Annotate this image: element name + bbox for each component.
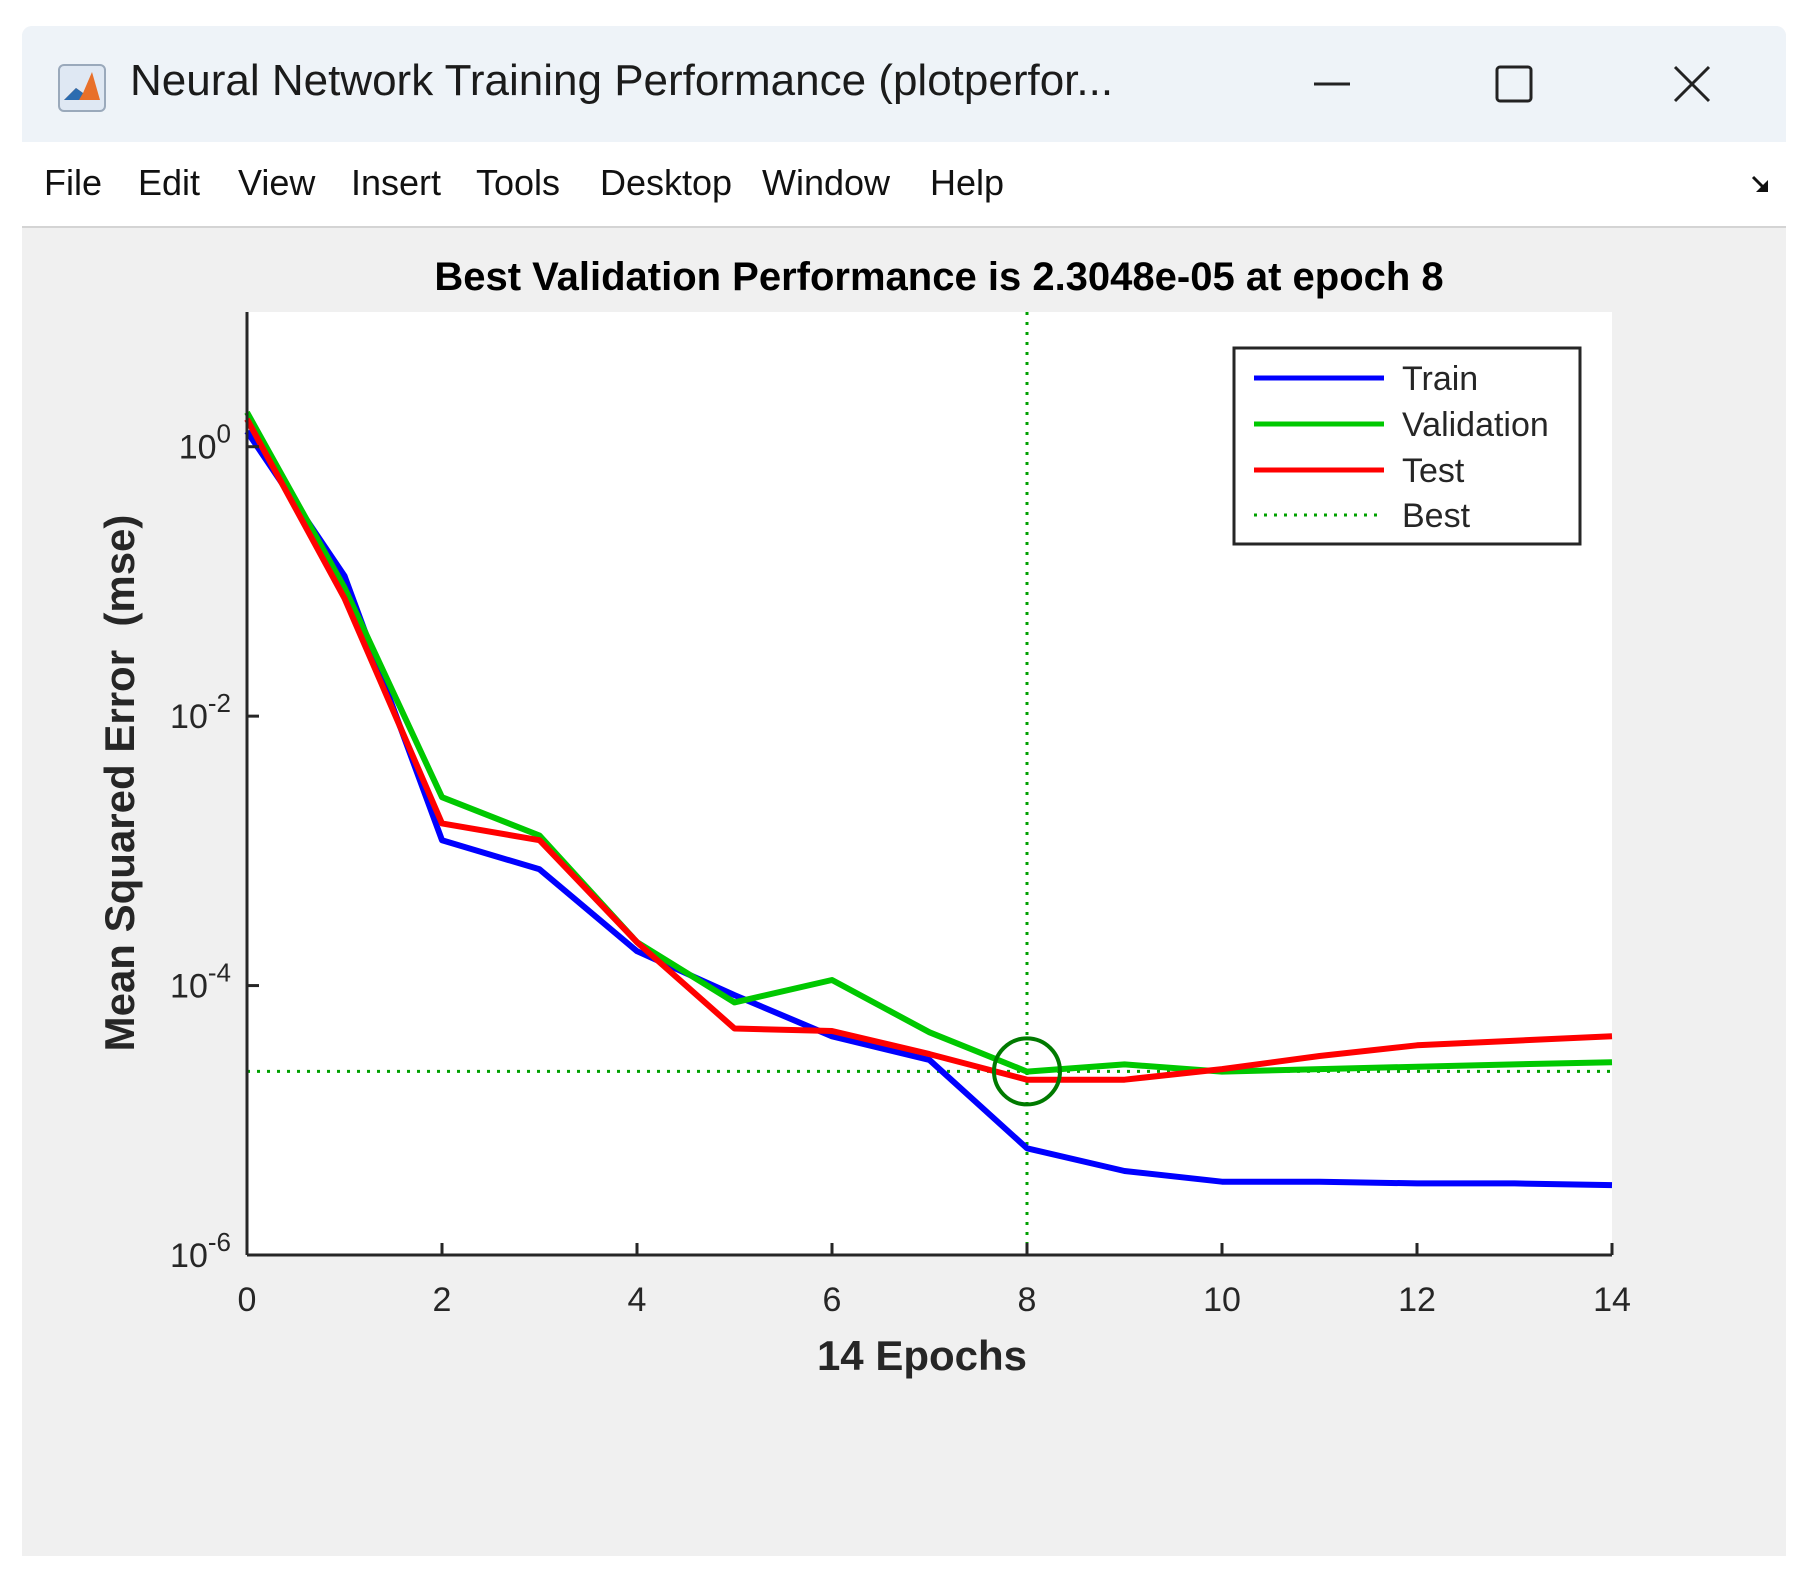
legend-label-validation: Validation — [1402, 406, 1549, 444]
y-axis-label: Mean Squared Error (mse) — [96, 515, 143, 1052]
minimize-icon[interactable] — [1302, 54, 1362, 114]
performance-chart: Best Validation Performance is 2.3048e-0… — [96, 255, 1631, 1379]
menu-insert[interactable]: Insert — [351, 162, 442, 203]
x-tick-label: 4 — [628, 1281, 647, 1319]
best-lines — [247, 312, 1612, 1255]
x-tick-label: 14 — [1593, 1281, 1631, 1319]
menu-help[interactable]: Help — [930, 162, 1005, 203]
axes-layer — [245, 312, 1612, 1257]
figure-area: Best Validation Performance is 2.3048e-0… — [22, 228, 1786, 1556]
y-tick-label: 10-4 — [170, 958, 231, 1006]
menu-file[interactable]: File — [44, 162, 103, 203]
series-line-validation — [244, 410, 1613, 1075]
y-tick-label: 100 — [179, 419, 231, 467]
legend-label-test: Test — [1402, 452, 1465, 490]
menu-view[interactable]: View — [238, 162, 316, 203]
close-icon[interactable] — [1662, 54, 1722, 114]
legend-label-train: Train — [1402, 360, 1478, 398]
x-tick-label: 10 — [1203, 1281, 1241, 1319]
y-tick-label: 10-2 — [170, 688, 231, 736]
y-tick-label: 10-6 — [170, 1227, 231, 1275]
chart-title: Best Validation Performance is 2.3048e-0… — [434, 255, 1443, 299]
best-marker — [992, 1036, 1062, 1107]
series-line-test — [244, 417, 1613, 1083]
menu-desktop[interactable]: Desktop — [600, 162, 733, 203]
matlab-icon — [58, 64, 106, 112]
menu-bar: File Edit View Insert Tools Desktop Wind… — [22, 142, 1786, 228]
legend: Train Validation Test Best — [1232, 346, 1582, 546]
best-marker-layer — [992, 1036, 1062, 1107]
menu-tools[interactable]: Tools — [476, 162, 561, 203]
window-title: Neural Network Training Performance (plo… — [130, 56, 1114, 105]
x-tick-label: 2 — [433, 1281, 452, 1319]
menu-window[interactable]: Window — [762, 162, 891, 203]
title-bar[interactable]: Neural Network Training Performance (plo… — [22, 26, 1786, 142]
x-tick-label: 0 — [238, 1281, 257, 1319]
maximize-icon[interactable] — [1484, 54, 1544, 114]
x-tick-label: 6 — [823, 1281, 842, 1319]
ticks-layer: 0 2 4 6 8 10 12 14 100 10-2 10-4 10-6 — [170, 419, 1631, 1319]
series-layer — [244, 410, 1613, 1189]
legend-box — [1232, 346, 1582, 546]
legend-label-best: Best — [1402, 497, 1471, 535]
x-tick-label: 8 — [1018, 1281, 1037, 1319]
x-axis-label: 14 Epochs — [817, 1332, 1027, 1379]
x-tick-label: 12 — [1398, 1281, 1436, 1319]
figure-window: Neural Network Training Performance (plo… — [22, 26, 1786, 1556]
series-line-train — [244, 429, 1613, 1189]
menu-edit[interactable]: Edit — [138, 162, 201, 203]
dock-arrow-icon[interactable] — [1750, 174, 1772, 196]
